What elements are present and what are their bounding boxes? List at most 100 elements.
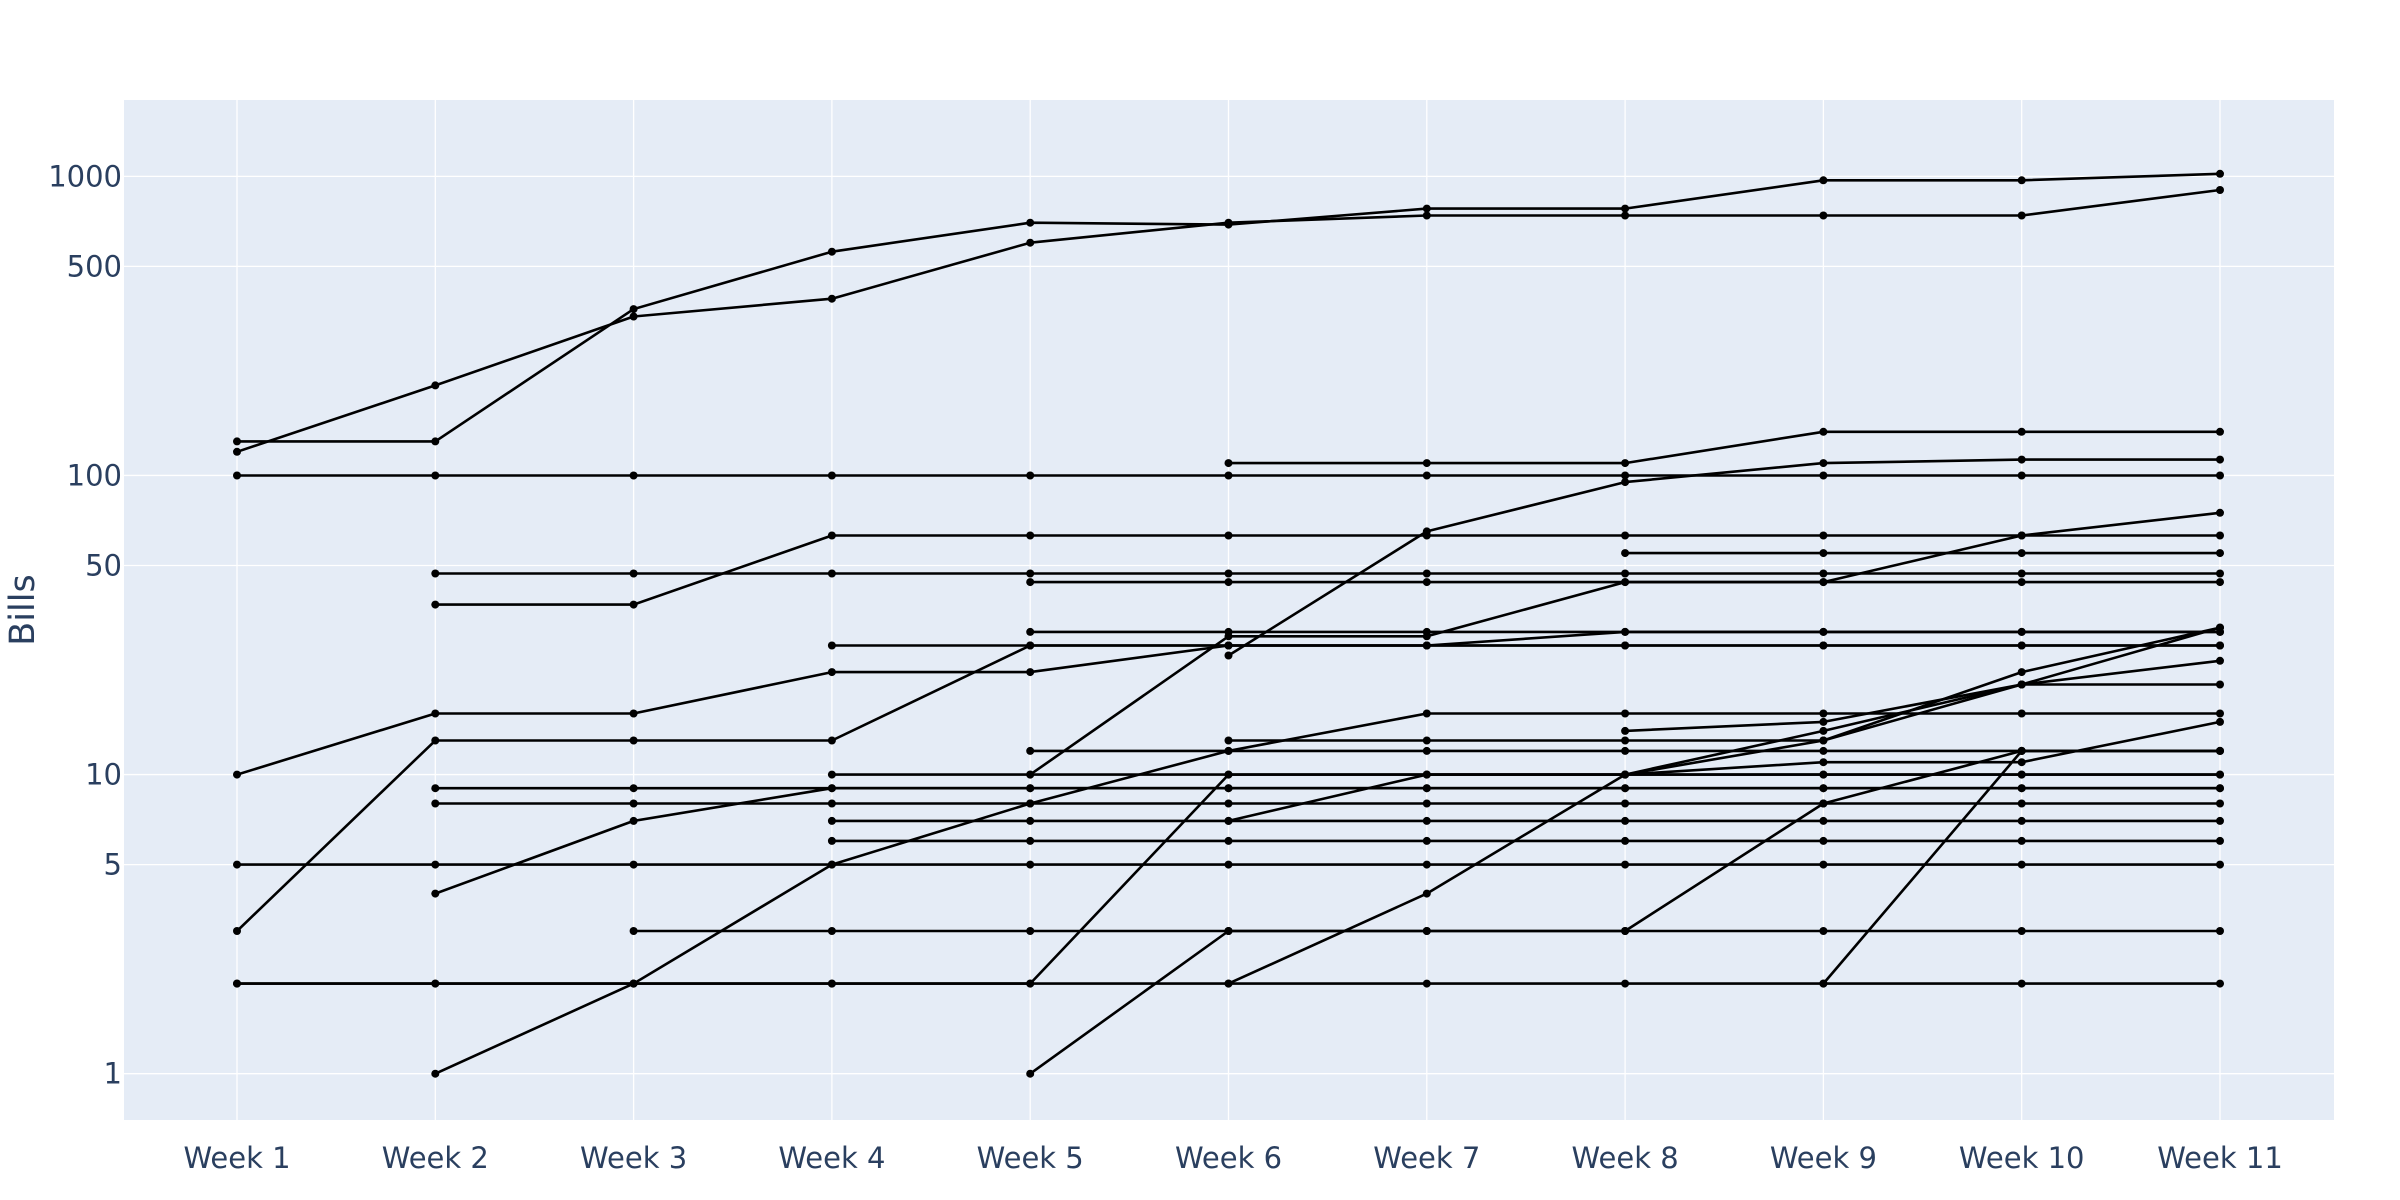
data-point xyxy=(2017,176,2026,185)
data-point xyxy=(827,816,836,825)
data-point xyxy=(1422,784,1431,793)
data-point xyxy=(431,1069,440,1078)
data-point xyxy=(431,799,440,808)
data-point xyxy=(629,709,638,718)
series-9 xyxy=(1621,549,2224,558)
data-point xyxy=(1621,211,1630,220)
data-point xyxy=(1026,746,1035,755)
data-point xyxy=(1224,927,1233,935)
data-point xyxy=(827,471,836,480)
data-point xyxy=(1422,889,1431,898)
y-tick-labels: 1 5 10 50 100 500 1000 xyxy=(48,159,122,1090)
data-point xyxy=(1819,816,1828,825)
data-point xyxy=(1422,979,1431,988)
x-tick-label: Week 3 xyxy=(580,1141,687,1175)
data-point xyxy=(2216,656,2224,665)
data-point xyxy=(1621,770,1630,779)
data-point xyxy=(629,816,638,825)
data-point xyxy=(1819,758,1828,767)
series-6 xyxy=(431,569,2224,578)
series-4 xyxy=(1224,427,2224,468)
data-point xyxy=(1621,204,1630,213)
data-point xyxy=(1026,238,1035,247)
y-tick-label: 10 xyxy=(85,758,122,792)
data-point xyxy=(1026,627,1035,636)
data-point xyxy=(2216,799,2224,808)
series-24 xyxy=(431,784,2224,898)
data-point xyxy=(827,531,836,540)
data-point xyxy=(233,979,241,988)
series-line xyxy=(1228,683,2220,742)
data-point xyxy=(1819,746,1828,755)
data-point xyxy=(1026,569,1035,578)
data-point xyxy=(1621,569,1630,578)
data-point xyxy=(2017,549,2026,558)
data-point xyxy=(1819,860,1828,869)
data-point xyxy=(1819,578,1828,587)
data-point xyxy=(2017,927,2026,935)
data-point xyxy=(827,799,836,808)
data-point xyxy=(1026,860,1035,869)
data-point xyxy=(1819,736,1828,745)
data-point xyxy=(1224,836,1233,845)
series-29 xyxy=(629,927,2224,935)
data-point xyxy=(1026,927,1035,935)
series-32 xyxy=(233,979,2224,988)
x-tick-label: Week 7 xyxy=(1373,1141,1480,1175)
data-point xyxy=(1224,578,1233,587)
series-27 xyxy=(233,860,2224,869)
data-point xyxy=(2017,641,2026,650)
data-point xyxy=(431,437,440,446)
data-point xyxy=(2017,427,2026,436)
data-point xyxy=(431,569,440,578)
data-point xyxy=(2216,641,2224,650)
data-point xyxy=(1422,709,1431,718)
data-point xyxy=(1422,459,1431,468)
data-point xyxy=(431,979,440,988)
data-point xyxy=(2017,471,2026,480)
data-point xyxy=(1819,549,1828,558)
data-point xyxy=(1621,726,1630,735)
data-point xyxy=(827,979,836,988)
data-point xyxy=(1224,569,1233,578)
data-point xyxy=(629,305,638,314)
data-point xyxy=(1819,717,1828,726)
data-point xyxy=(2017,836,2026,845)
data-point xyxy=(827,836,836,845)
data-point xyxy=(2017,578,2026,587)
data-point xyxy=(1224,816,1233,825)
y-axis-title: Bills xyxy=(3,574,43,645)
series-line xyxy=(1228,430,2220,465)
data-point xyxy=(1621,459,1630,468)
series-line xyxy=(1625,720,2221,776)
data-point xyxy=(2216,427,2224,436)
data-point xyxy=(233,447,241,456)
series-line xyxy=(1228,626,2221,823)
data-point xyxy=(2216,508,2224,517)
data-point xyxy=(629,471,638,480)
data-point xyxy=(431,471,440,480)
data-point xyxy=(629,600,638,609)
data-point xyxy=(827,736,836,745)
data-point xyxy=(827,927,836,935)
data-point xyxy=(1819,427,1828,436)
data-point xyxy=(233,471,241,480)
data-point xyxy=(2017,531,2026,540)
data-point xyxy=(1819,927,1828,935)
x-tick-label: Week 1 xyxy=(183,1141,290,1175)
data-point xyxy=(2216,709,2224,718)
data-point xyxy=(2216,836,2224,845)
data-point xyxy=(2017,668,2026,677)
data-point xyxy=(2017,455,2026,464)
data-point xyxy=(1819,531,1828,540)
series-line xyxy=(434,749,2220,1075)
data-point xyxy=(2017,746,2026,755)
data-point xyxy=(2017,758,2026,767)
data-point xyxy=(431,381,440,390)
data-point xyxy=(1422,211,1431,220)
data-point xyxy=(2216,531,2224,540)
data-point xyxy=(827,784,836,793)
data-point xyxy=(1026,770,1035,779)
data-point xyxy=(233,437,241,446)
data-point xyxy=(827,770,836,779)
